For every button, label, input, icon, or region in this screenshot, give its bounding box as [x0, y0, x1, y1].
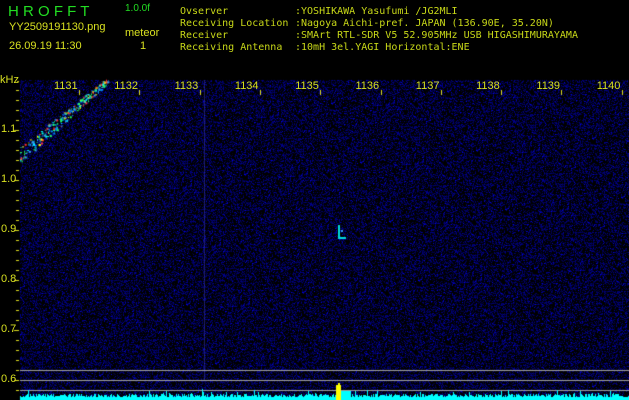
x-tick-label: 1134 [234, 80, 259, 92]
info-label: Ovserver [180, 6, 229, 17]
y-axis-unit: kHz [0, 74, 19, 86]
meteor-count: 1 [140, 40, 147, 52]
y-tick-label: 0.9 [1, 223, 17, 235]
info-value: :SMArt RTL-SDR V5 52.905MHz USB HIGASHIM… [295, 30, 578, 41]
app-version: 1.0.0f [125, 3, 151, 14]
x-tick-label: 1140 [596, 80, 621, 92]
info-value: :10mH 3el.YAGI Horizontal:ENE [295, 42, 470, 53]
file-datetime: 26.09.19 11:30 [9, 40, 82, 52]
x-tick-label: 1132 [114, 80, 138, 92]
y-tick-label: 1.1 [1, 123, 17, 135]
y-tick-label: 0.8 [1, 273, 17, 285]
info-value: :YOSHIKAWA Yasufumi /JG2MLI [295, 6, 458, 17]
x-tick-label: 1139 [536, 80, 561, 92]
info-label: Receiver [180, 30, 229, 41]
x-tick-label: 1131 [54, 80, 78, 92]
x-tick-label: 1137 [415, 80, 440, 92]
info-label: Receiving Location [180, 18, 289, 29]
x-tick-label: 1135 [295, 80, 319, 92]
x-tick-label: 1133 [174, 80, 199, 92]
y-tick-label: 0.7 [1, 323, 17, 335]
info-label: Receiving Antenna [180, 42, 283, 53]
meteor-label: meteor [125, 27, 160, 39]
app-title: H R O F F T [8, 3, 90, 20]
info-value: :Nagoya Aichi-pref. JAPAN (136.90E, 35.2… [295, 18, 554, 29]
x-tick-label: 1136 [355, 80, 380, 92]
file-name: YY2509191130.png [9, 21, 106, 33]
x-tick-label: 1138 [476, 80, 500, 92]
y-tick-label: 1.0 [1, 173, 17, 185]
y-tick-label: 0.6 [1, 373, 17, 385]
